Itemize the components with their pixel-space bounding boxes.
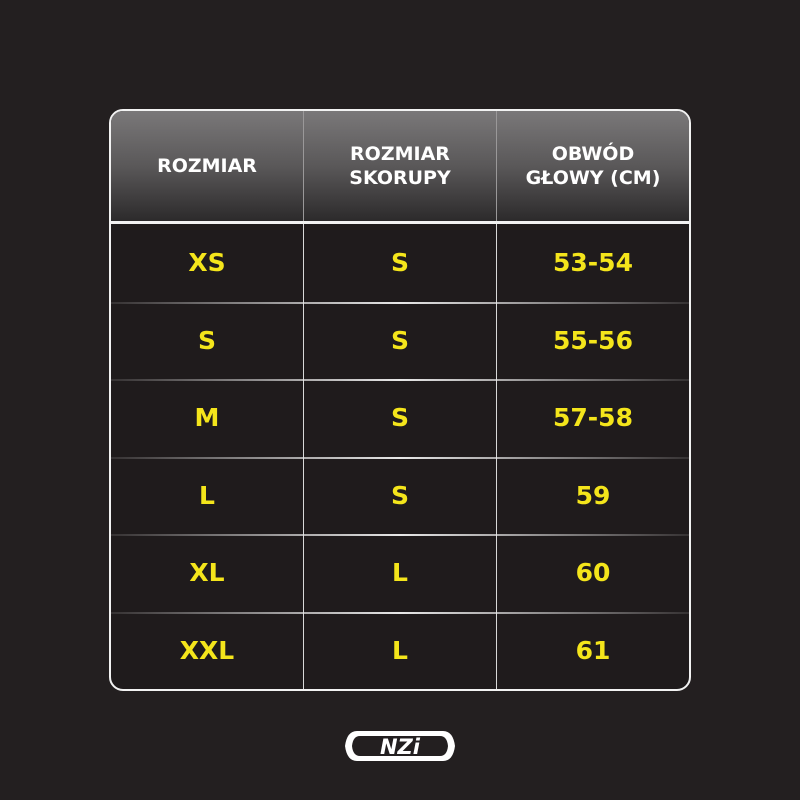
svg-text:NZi: NZi bbox=[380, 735, 421, 759]
header-head-circumference: OBWÓD GŁOWY (CM) bbox=[496, 111, 689, 221]
cell-size: XXL bbox=[179, 635, 235, 665]
cell-head-circumference: 59 bbox=[496, 456, 689, 534]
cell-head-circumference: 53-54 bbox=[496, 224, 689, 302]
cell-shell-size: S bbox=[303, 301, 496, 379]
cell-head-circumference: 61 bbox=[496, 611, 689, 689]
table-row: XS S 53-54 bbox=[111, 224, 689, 302]
cell-shell-size: L bbox=[303, 611, 496, 689]
table-row: S S 55-56 bbox=[111, 301, 689, 379]
header-shell-size: ROZMIAR SKORUPY bbox=[303, 111, 496, 221]
table-body: XS S 53-54 S S 55-56 M S 57-58 L S 59 XL L 60 XXL L 61 bbox=[111, 224, 689, 689]
table-row: XXL L 61 bbox=[111, 611, 689, 689]
table-row: M S 57-58 bbox=[111, 379, 689, 457]
cell-size: L bbox=[199, 480, 215, 510]
table-row: L S 59 bbox=[111, 456, 689, 534]
cell-head-circumference: 60 bbox=[496, 534, 689, 612]
cell-shell-size: S bbox=[303, 224, 496, 302]
cell-shell-size: L bbox=[303, 534, 496, 612]
table-header: ROZMIAR ROZMIAR SKORUPY OBWÓD GŁOWY (CM) bbox=[111, 111, 689, 224]
cell-head-circumference: 57-58 bbox=[496, 379, 689, 457]
header-size: ROZMIAR bbox=[157, 155, 257, 177]
cell-shell-size: S bbox=[303, 379, 496, 457]
cell-size: XS bbox=[188, 248, 226, 278]
cell-head-circumference: 55-56 bbox=[496, 301, 689, 379]
nzi-logo: NZi bbox=[343, 728, 457, 768]
table-row: XL L 60 bbox=[111, 534, 689, 612]
size-chart-table: ROZMIAR ROZMIAR SKORUPY OBWÓD GŁOWY (CM)… bbox=[109, 109, 691, 691]
cell-size: S bbox=[197, 325, 216, 355]
cell-size: M bbox=[194, 403, 220, 433]
cell-shell-size: S bbox=[303, 456, 496, 534]
cell-size: XL bbox=[189, 558, 225, 588]
